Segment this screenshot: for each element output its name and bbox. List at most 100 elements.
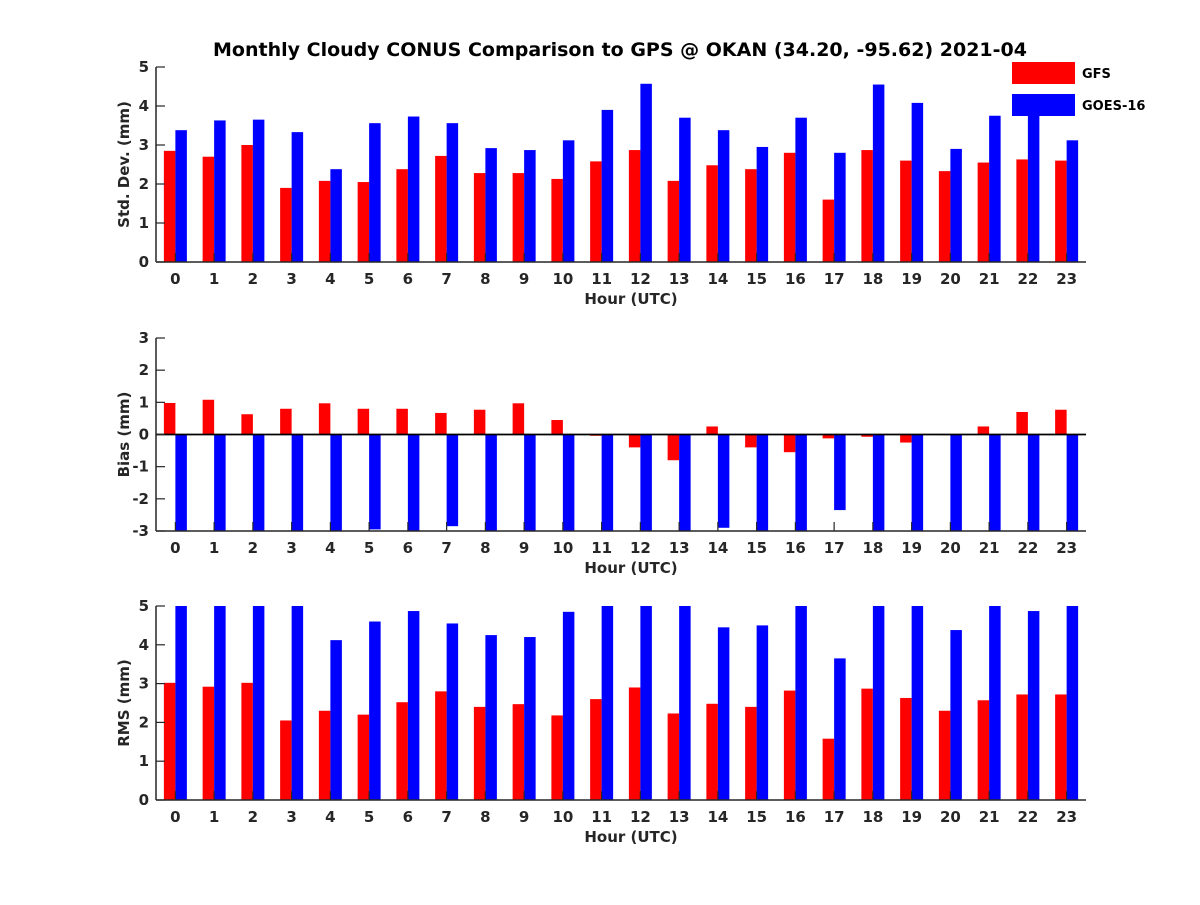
x-tick-label: 12 bbox=[630, 808, 651, 826]
bar-gfs-23 bbox=[1055, 409, 1067, 435]
x-tick-label: 5 bbox=[364, 539, 374, 557]
x-tick-label: 12 bbox=[630, 539, 651, 557]
bar-goes-7 bbox=[446, 623, 459, 800]
bar-gfs-5 bbox=[357, 408, 370, 435]
y-tick-label: 3 bbox=[139, 329, 149, 347]
x-tick-label: 22 bbox=[1017, 808, 1038, 826]
x-tick-label: 2 bbox=[248, 808, 258, 826]
bar-gfs-15 bbox=[745, 706, 757, 800]
x-tick-label: 15 bbox=[746, 539, 767, 557]
bar-gfs-11 bbox=[590, 699, 602, 800]
x-tick-label: 3 bbox=[286, 270, 296, 288]
bar-gfs-2 bbox=[241, 145, 253, 262]
bar-goes-18 bbox=[872, 606, 885, 800]
bar-goes-0 bbox=[175, 606, 187, 800]
x-tick-label: 17 bbox=[824, 539, 845, 557]
bar-gfs-19 bbox=[900, 434, 912, 443]
bar-goes-10 bbox=[562, 611, 575, 800]
x-tick-label: 11 bbox=[591, 808, 612, 826]
bar-goes-13 bbox=[679, 606, 691, 800]
bar-goes-19 bbox=[911, 606, 924, 800]
x-tick-label: 5 bbox=[364, 270, 374, 288]
bar-gfs-16 bbox=[783, 434, 796, 453]
x-tick-label: 2 bbox=[248, 270, 258, 288]
bar-gfs-21 bbox=[977, 700, 990, 800]
bar-goes-4 bbox=[330, 640, 342, 800]
bar-gfs-12 bbox=[628, 687, 641, 800]
bar-goes-14 bbox=[717, 627, 730, 800]
x-tick-label: 9 bbox=[519, 270, 529, 288]
bar-goes-21 bbox=[989, 434, 1001, 531]
bar-gfs-17 bbox=[822, 738, 835, 800]
x-axis-label: Hour (UTC) bbox=[584, 290, 677, 308]
x-tick-label: 12 bbox=[630, 270, 651, 288]
x-tick-label: 16 bbox=[785, 539, 806, 557]
bar-gfs-21 bbox=[977, 426, 990, 435]
x-tick-label: 19 bbox=[901, 539, 922, 557]
bar-gfs-14 bbox=[706, 703, 718, 800]
x-tick-label: 23 bbox=[1056, 808, 1077, 826]
y-tick-label: 2 bbox=[139, 713, 149, 731]
x-tick-label: 18 bbox=[862, 808, 883, 826]
bar-goes-8 bbox=[485, 434, 497, 531]
bar-gfs-22 bbox=[1016, 411, 1028, 435]
bar-goes-16 bbox=[795, 606, 807, 800]
bar-goes-16 bbox=[795, 117, 807, 262]
bar-goes-20 bbox=[950, 630, 962, 800]
bar-gfs-18 bbox=[861, 688, 873, 800]
bar-goes-20 bbox=[950, 148, 962, 262]
bar-gfs-7 bbox=[435, 155, 447, 262]
y-tick-label: 3 bbox=[139, 675, 149, 693]
x-tick-label: 10 bbox=[552, 808, 573, 826]
x-tick-label: 13 bbox=[669, 270, 690, 288]
bar-goes-7 bbox=[446, 434, 459, 527]
bar-gfs-9 bbox=[512, 173, 525, 262]
x-tick-label: 22 bbox=[1017, 539, 1038, 557]
bar-gfs-16 bbox=[783, 690, 796, 800]
x-tick-label: 17 bbox=[824, 270, 845, 288]
x-tick-label: 0 bbox=[170, 270, 180, 288]
bar-gfs-6 bbox=[396, 408, 408, 435]
x-tick-label: 20 bbox=[940, 539, 961, 557]
x-tick-label: 16 bbox=[785, 270, 806, 288]
y-tick-label: 1 bbox=[139, 214, 149, 232]
bar-goes-22 bbox=[1027, 611, 1040, 800]
y-tick-label: 4 bbox=[139, 636, 149, 654]
bar-goes-3 bbox=[291, 606, 304, 800]
bar-goes-14 bbox=[717, 130, 730, 262]
bar-goes-2 bbox=[252, 119, 265, 263]
bar-goes-22 bbox=[1027, 434, 1040, 531]
bar-gfs-18 bbox=[861, 434, 873, 437]
bar-goes-14 bbox=[717, 434, 730, 528]
bar-gfs-11 bbox=[590, 161, 602, 262]
x-tick-label: 2 bbox=[248, 539, 258, 557]
bar-gfs-17 bbox=[822, 199, 835, 262]
x-tick-label: 14 bbox=[707, 539, 728, 557]
bar-goes-8 bbox=[485, 148, 497, 262]
bar-goes-5 bbox=[369, 123, 381, 262]
y-tick-label: 0 bbox=[139, 426, 149, 444]
x-tick-label: 23 bbox=[1056, 270, 1077, 288]
bar-gfs-2 bbox=[241, 682, 253, 800]
bar-goes-11 bbox=[601, 109, 614, 263]
bar-goes-11 bbox=[601, 606, 614, 800]
x-axis-label: Hour (UTC) bbox=[584, 559, 677, 577]
bar-gfs-10 bbox=[551, 178, 563, 262]
x-tick-label: 3 bbox=[286, 539, 296, 557]
x-tick-label: 9 bbox=[519, 539, 529, 557]
bar-goes-4 bbox=[330, 434, 342, 531]
bar-goes-20 bbox=[950, 434, 962, 531]
bar-goes-13 bbox=[679, 434, 691, 531]
bar-goes-1 bbox=[214, 606, 226, 800]
bar-goes-23 bbox=[1066, 606, 1079, 800]
bar-gfs-19 bbox=[900, 160, 912, 262]
bar-gfs-0 bbox=[163, 402, 176, 435]
bar-goes-19 bbox=[911, 434, 924, 531]
legend: GFS GOES-16 bbox=[1012, 62, 1145, 116]
bar-gfs-8 bbox=[473, 409, 486, 435]
bar-gfs-5 bbox=[357, 182, 370, 262]
legend-label-gfs: GFS bbox=[1082, 67, 1111, 82]
y-tick-label: 2 bbox=[139, 361, 149, 379]
